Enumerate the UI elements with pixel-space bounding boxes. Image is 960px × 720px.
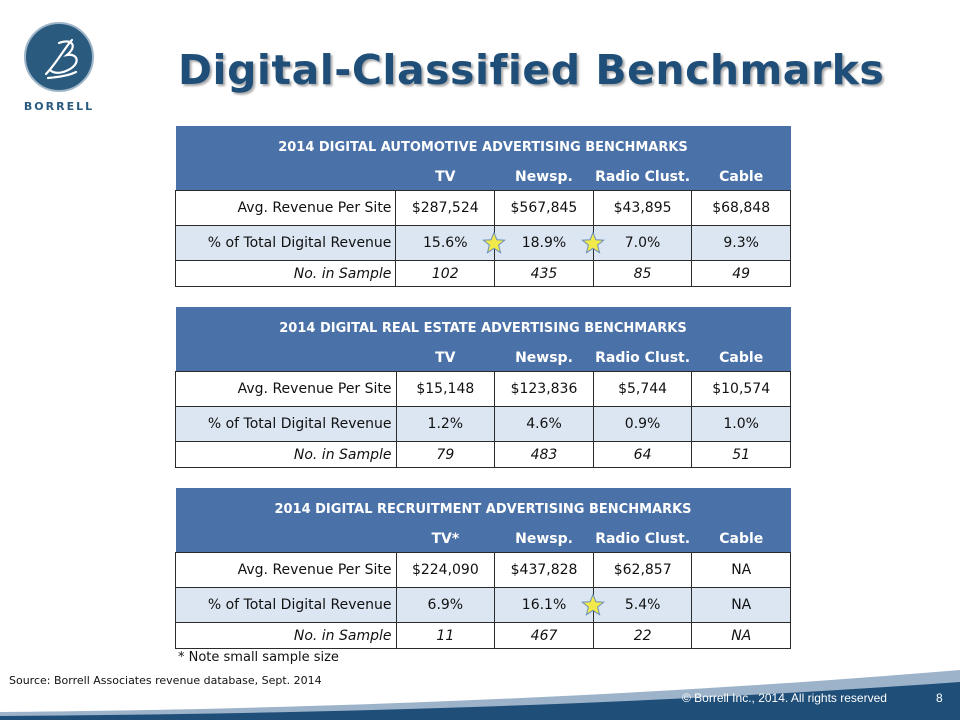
table-row: % of Total Digital Revenue 6.9% 16.1% 5.… (175, 587, 791, 623)
cell-value: $68,848 (691, 190, 791, 226)
cell-value: 85 (592, 260, 693, 287)
automotive-benchmarks-table: 2014 DIGITAL AUTOMOTIVE ADVERTISING BENC… (174, 126, 791, 287)
cell-value: NA (691, 622, 791, 649)
cell-value: 6.9% (395, 587, 496, 623)
table-row: No. in Sample 79 483 64 51 (175, 441, 791, 468)
row-label: No. in Sample (175, 441, 397, 468)
column-header-cable: Cable (691, 164, 791, 191)
cell-value: 7.0% (592, 225, 693, 261)
table-row: No. in Sample 102 435 85 49 (174, 260, 791, 287)
row-label: Avg. Revenue Per Site (175, 552, 397, 588)
cell-value: 102 (395, 260, 496, 287)
column-header-tv: TV (396, 345, 495, 372)
cell-value: $5,744 (592, 371, 693, 407)
column-header-tv: TV (395, 164, 495, 191)
cell-value: $15,148 (395, 371, 496, 407)
cell-value: 11 (395, 622, 496, 649)
source-citation: Source: Borrell Associates revenue datab… (9, 674, 322, 687)
cell-value: $62,857 (592, 552, 693, 588)
logo-wordmark: BORRELL (23, 100, 95, 113)
footnote: * Note small sample size (178, 650, 339, 665)
header-spacer (175, 164, 396, 191)
table-row: % of Total Digital Revenue 15.6% 18.9% 7… (174, 225, 791, 261)
cell-value: 18.9% (521, 235, 567, 251)
cell-value: $437,828 (494, 552, 594, 588)
cell-value: 4.6% (494, 406, 594, 442)
table-row: Avg. Revenue Per Site $224,090 $437,828 … (175, 552, 791, 588)
column-header-tv: TV* (396, 526, 495, 553)
row-label: % of Total Digital Revenue (175, 587, 397, 623)
row-label: Avg. Revenue Per Site (175, 371, 397, 407)
copyright-notice: © Borrell Inc., 2014. All rights reserve… (682, 691, 887, 705)
header-spacer (175, 345, 397, 372)
header-spacer (175, 526, 396, 553)
footer-band (0, 670, 960, 720)
cell-value: 1.2% (395, 406, 496, 442)
column-header-radio: Radio Clust. (593, 345, 692, 372)
row-label: % of Total Digital Revenue (174, 225, 397, 261)
column-header-newspaper: Newsp. (494, 345, 594, 372)
table-row: % of Total Digital Revenue 1.2% 4.6% 0.9… (175, 406, 791, 442)
row-label: No. in Sample (174, 260, 397, 287)
cell-value: $224,090 (395, 552, 496, 588)
star-icon (580, 231, 605, 254)
table-row: Avg. Revenue Per Site $15,148 $123,836 $… (175, 371, 791, 407)
cell-value: 467 (494, 622, 594, 649)
column-header-newspaper: Newsp. (494, 526, 594, 553)
column-header-cable: Cable (691, 345, 791, 372)
page-number: 8 (936, 691, 943, 705)
cell-value: 483 (494, 441, 594, 468)
column-header-radio: Radio Clust. (593, 164, 692, 191)
cell-value: 64 (592, 441, 693, 468)
cell-value: NA (691, 587, 791, 623)
cell-value: 1.0% (691, 406, 791, 442)
cell-value: $10,574 (691, 371, 791, 407)
row-label: No. in Sample (175, 622, 397, 649)
real-estate-benchmarks-table: 2014 DIGITAL REAL ESTATE ADVERTISING BEN… (175, 307, 791, 468)
cell-value: 51 (691, 441, 791, 468)
cell-value: $43,895 (592, 190, 693, 226)
cell-value: 0.9% (592, 406, 693, 442)
table-row: No. in Sample 11 467 22 NA (175, 622, 791, 649)
cell-value: 5.4% (592, 587, 693, 623)
row-label: Avg. Revenue Per Site (174, 190, 397, 226)
cell-value: 49 (691, 260, 791, 287)
cell-value: 79 (395, 441, 496, 468)
cell-value: 16.1% (521, 597, 567, 613)
cell-value: $287,524 (395, 190, 496, 226)
cell-value: 435 (494, 260, 594, 287)
borrell-logo: BORRELL (22, 22, 96, 113)
cell-value: 9.3% (691, 225, 791, 261)
table-title: 2014 DIGITAL REAL ESTATE ADVERTISING BEN… (175, 307, 791, 345)
cell-value: NA (691, 552, 791, 588)
cell-value: $567,845 (494, 190, 594, 226)
column-header-radio: Radio Clust. (593, 526, 692, 553)
recruitment-benchmarks-table: 2014 DIGITAL RECRUITMENT ADVERTISING BEN… (175, 488, 791, 649)
row-label: % of Total Digital Revenue (175, 406, 397, 442)
cell-value: 15.6% (423, 235, 468, 251)
page-title: Digital-Classified Benchmarks (178, 46, 885, 94)
table-row: Avg. Revenue Per Site $287,524 $567,845 … (174, 190, 791, 226)
cell-value: 22 (592, 622, 693, 649)
column-header-cable: Cable (691, 526, 791, 553)
logo-monogram (24, 22, 94, 92)
table-title: 2014 DIGITAL AUTOMOTIVE ADVERTISING BENC… (175, 126, 791, 164)
star-icon (580, 593, 605, 616)
star-icon (482, 231, 507, 254)
column-header-newspaper: Newsp. (494, 164, 594, 191)
cell-value: $123,836 (494, 371, 594, 407)
table-title: 2014 DIGITAL RECRUITMENT ADVERTISING BEN… (175, 488, 791, 526)
